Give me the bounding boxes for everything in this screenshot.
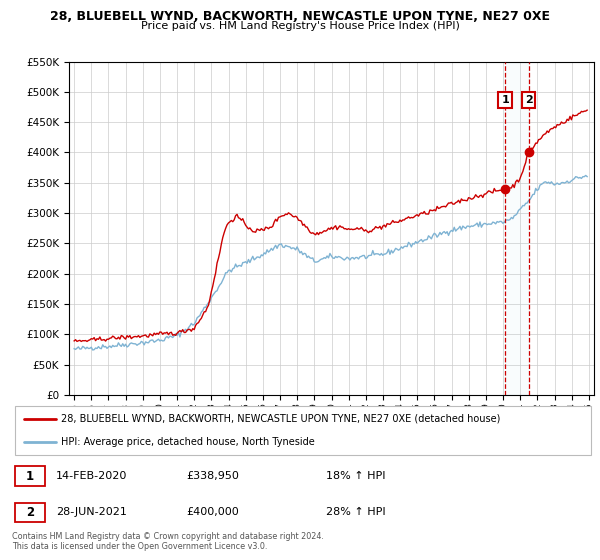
Text: 28% ↑ HPI: 28% ↑ HPI — [326, 507, 386, 517]
Bar — [505, 62, 529, 395]
Text: 2: 2 — [26, 506, 34, 519]
Text: 1: 1 — [26, 469, 34, 483]
Text: £338,950: £338,950 — [187, 471, 239, 481]
Text: 14-FEB-2020: 14-FEB-2020 — [56, 471, 127, 481]
FancyBboxPatch shape — [15, 503, 45, 522]
FancyBboxPatch shape — [15, 407, 591, 455]
Text: This data is licensed under the Open Government Licence v3.0.: This data is licensed under the Open Gov… — [12, 542, 268, 551]
Text: HPI: Average price, detached house, North Tyneside: HPI: Average price, detached house, Nort… — [61, 437, 315, 447]
Text: 2: 2 — [525, 95, 533, 105]
Text: Price paid vs. HM Land Registry's House Price Index (HPI): Price paid vs. HM Land Registry's House … — [140, 21, 460, 31]
Text: Contains HM Land Registry data © Crown copyright and database right 2024.: Contains HM Land Registry data © Crown c… — [12, 532, 324, 541]
FancyBboxPatch shape — [15, 466, 45, 486]
Text: 28, BLUEBELL WYND, BACKWORTH, NEWCASTLE UPON TYNE, NE27 0XE: 28, BLUEBELL WYND, BACKWORTH, NEWCASTLE … — [50, 10, 550, 23]
Text: £400,000: £400,000 — [187, 507, 239, 517]
Text: 28, BLUEBELL WYND, BACKWORTH, NEWCASTLE UPON TYNE, NE27 0XE (detached house): 28, BLUEBELL WYND, BACKWORTH, NEWCASTLE … — [61, 414, 501, 424]
Text: 18% ↑ HPI: 18% ↑ HPI — [326, 471, 386, 481]
Text: 28-JUN-2021: 28-JUN-2021 — [56, 507, 127, 517]
Text: 1: 1 — [501, 95, 509, 105]
